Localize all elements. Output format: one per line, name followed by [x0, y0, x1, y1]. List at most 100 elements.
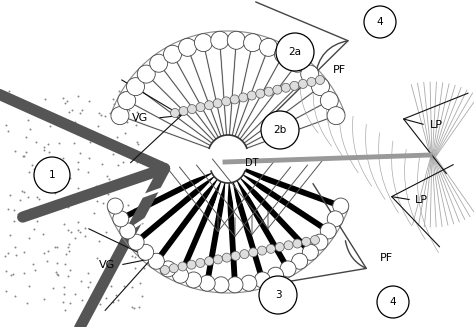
- Point: [65, 109, 73, 114]
- Point: [93, 255, 101, 261]
- Circle shape: [280, 261, 296, 277]
- Circle shape: [320, 92, 338, 110]
- Point: [5, 129, 12, 134]
- Circle shape: [213, 277, 229, 293]
- Point: [27, 207, 34, 212]
- Point: [53, 269, 60, 275]
- Circle shape: [333, 198, 349, 214]
- Point: [135, 304, 143, 309]
- Point: [63, 99, 71, 104]
- Point: [118, 249, 125, 254]
- Point: [77, 279, 84, 284]
- Circle shape: [160, 261, 176, 277]
- Point: [51, 244, 58, 249]
- Point: [119, 160, 127, 165]
- Point: [41, 250, 48, 256]
- Point: [129, 148, 137, 153]
- Circle shape: [327, 211, 343, 227]
- Point: [94, 124, 102, 129]
- Point: [11, 244, 19, 249]
- Point: [53, 245, 61, 250]
- Circle shape: [299, 79, 308, 88]
- Point: [128, 253, 136, 259]
- Point: [114, 112, 122, 117]
- Point: [85, 98, 93, 103]
- Point: [102, 296, 110, 301]
- Point: [133, 140, 140, 145]
- Point: [140, 265, 148, 270]
- Point: [119, 89, 127, 95]
- Point: [82, 233, 89, 239]
- Point: [65, 241, 73, 246]
- Point: [19, 100, 27, 106]
- Circle shape: [264, 87, 273, 96]
- Point: [134, 159, 141, 164]
- Point: [45, 141, 52, 146]
- Circle shape: [320, 223, 336, 239]
- Circle shape: [274, 45, 292, 63]
- Text: 4: 4: [377, 17, 383, 27]
- Point: [132, 255, 139, 260]
- Circle shape: [34, 157, 70, 193]
- Point: [10, 218, 18, 223]
- Point: [66, 301, 73, 306]
- Point: [74, 160, 82, 165]
- Circle shape: [293, 239, 302, 248]
- Point: [78, 108, 86, 113]
- Point: [55, 141, 63, 146]
- Point: [130, 207, 138, 212]
- Point: [47, 111, 55, 116]
- Text: VG: VG: [132, 113, 148, 123]
- Point: [34, 194, 41, 199]
- Point: [22, 150, 30, 155]
- Point: [2, 268, 10, 274]
- Point: [40, 144, 47, 149]
- Point: [61, 100, 69, 105]
- Point: [64, 204, 72, 209]
- Circle shape: [111, 107, 129, 125]
- Point: [46, 124, 54, 129]
- Point: [6, 88, 13, 94]
- Point: [69, 123, 77, 128]
- Point: [5, 206, 12, 211]
- Point: [126, 108, 133, 113]
- Point: [2, 288, 10, 294]
- Circle shape: [107, 198, 123, 214]
- Point: [116, 206, 124, 211]
- Point: [27, 127, 34, 132]
- Point: [86, 279, 94, 284]
- Point: [39, 175, 47, 181]
- Text: 1: 1: [49, 170, 55, 180]
- Point: [31, 267, 39, 273]
- Circle shape: [186, 272, 201, 288]
- Point: [14, 211, 22, 216]
- Point: [12, 253, 19, 258]
- Circle shape: [266, 244, 275, 253]
- Point: [33, 140, 40, 145]
- Point: [52, 122, 59, 127]
- Point: [45, 249, 52, 254]
- Point: [34, 181, 41, 186]
- Circle shape: [276, 33, 314, 71]
- Circle shape: [227, 31, 245, 49]
- Point: [101, 113, 109, 119]
- Circle shape: [301, 237, 310, 246]
- Circle shape: [178, 262, 187, 271]
- Circle shape: [171, 109, 180, 117]
- Point: [45, 200, 53, 206]
- Point: [6, 192, 13, 198]
- Circle shape: [327, 107, 345, 125]
- Point: [133, 123, 140, 128]
- Point: [103, 173, 111, 178]
- Point: [133, 109, 141, 114]
- Point: [19, 153, 27, 158]
- Circle shape: [196, 258, 205, 267]
- Point: [110, 203, 118, 208]
- Point: [52, 186, 59, 192]
- Circle shape: [290, 81, 299, 90]
- Point: [85, 155, 93, 160]
- Point: [54, 272, 62, 278]
- Point: [20, 249, 27, 254]
- Circle shape: [316, 76, 325, 84]
- Point: [90, 210, 98, 215]
